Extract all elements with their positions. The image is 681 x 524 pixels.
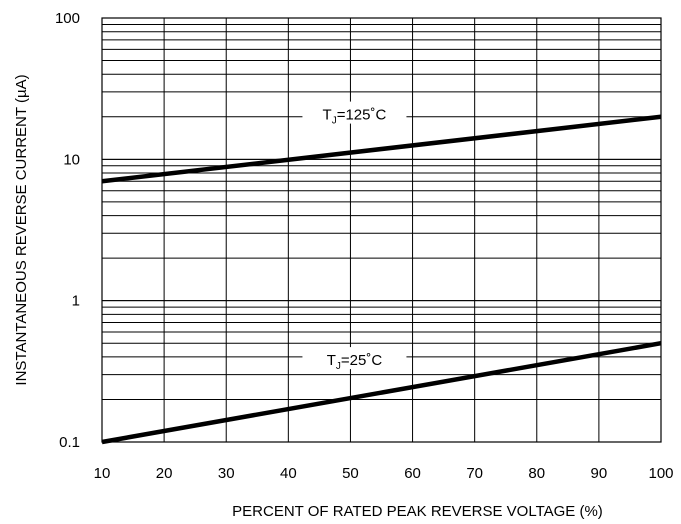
x-tick-label: 80 — [528, 465, 545, 482]
series-line-2 — [101, 340, 662, 445]
grid — [101, 17, 662, 443]
x-tick-label: 40 — [280, 465, 297, 482]
y-axis-title: INSTANTANEOUS REVERSE CURRENT (µA) — [13, 74, 30, 385]
y-tick-label: 1 — [72, 293, 80, 310]
x-tick-label: 50 — [342, 465, 359, 482]
x-axis-ticks: 10 20 30 40 50 60 70 80 90 100 — [94, 465, 674, 482]
x-tick-label: 70 — [466, 465, 483, 482]
x-tick-label: 20 — [156, 465, 173, 482]
x-tick-label: 90 — [591, 465, 608, 482]
series-label-1: TJ=125˚C — [323, 107, 387, 127]
y-tick-label: 100 — [55, 10, 80, 27]
y-tick-label: 10 — [63, 151, 80, 168]
series-line-1 — [101, 114, 662, 184]
series-label-background — [302, 347, 407, 370]
y-tick-label: 0.1 — [59, 434, 80, 451]
x-tick-label: 30 — [218, 465, 235, 482]
x-tick-label: 100 — [648, 465, 673, 482]
y-axis-ticks: 0.1 1 10 100 — [55, 10, 80, 451]
series-label-background — [302, 101, 407, 124]
series-label-2: TJ=25˚C — [327, 352, 383, 372]
series-group: TJ=125˚C TJ=25˚C — [101, 101, 662, 445]
plot-frame — [101, 17, 662, 443]
x-tick-label: 10 — [94, 465, 111, 482]
x-tick-label: 60 — [404, 465, 421, 482]
x-axis-title: PERCENT OF RATED PEAK REVERSE VOLTAGE (%… — [232, 503, 603, 520]
